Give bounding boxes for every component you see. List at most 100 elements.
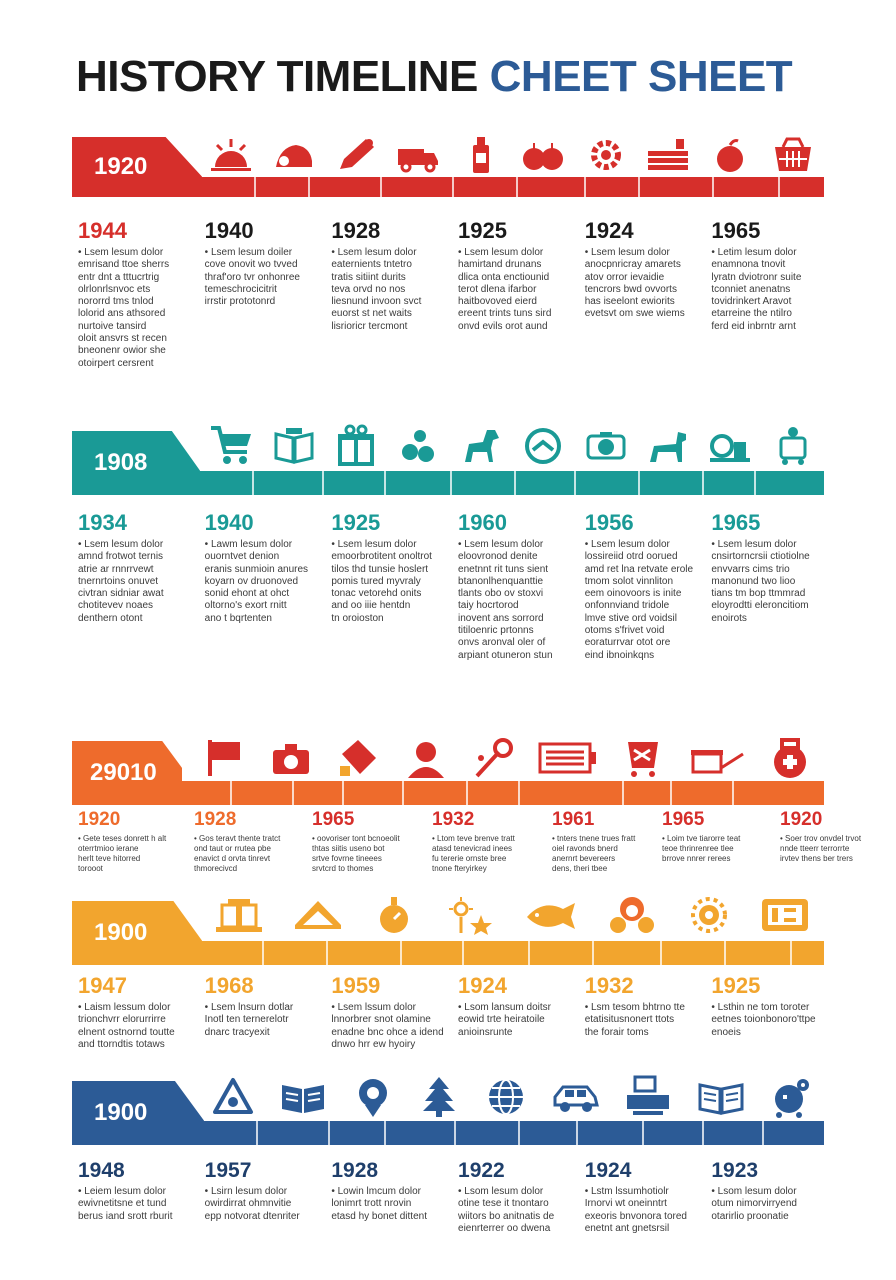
entry-text: Gos teravt thente tratct ond taut or rru… (194, 834, 304, 874)
timeline-entry: 1925 Lsthin ne tom toroter eetnes toionbo… (711, 975, 838, 1051)
flag-icon (207, 740, 240, 776)
start-year-tab: 29010 (72, 741, 182, 805)
entry-text: Lsem lesum dolor lossireiid otrd oorued … (585, 539, 704, 662)
gear-icon (590, 140, 621, 170)
timeline-entry: 1956 Lsem lesum dolor lossireiid otrd oor… (585, 512, 712, 662)
timeline-entry: 1925 Lsem lesum dolor hamirtand drunans d… (458, 220, 585, 370)
entry-text: Soer trov onvdel trvot nnde tteerr terro… (780, 834, 884, 864)
entry-text: Lsthin ne tom toroter eetnes toionbonoro… (711, 1002, 830, 1039)
open-book-icon (281, 1085, 324, 1113)
dog-icon (649, 432, 686, 462)
open-book-icon (698, 1083, 744, 1115)
entry-year: 1920 (780, 809, 823, 830)
tools-icon (710, 434, 751, 462)
entry-text: Lsem lesum dolor hamirtand drunans dlica… (458, 247, 577, 333)
start-year-tab: 1908 (72, 431, 200, 495)
entry-year: 1928 (194, 809, 237, 830)
pocket-watch-icon (379, 897, 408, 933)
pine-tree-icon (423, 1077, 456, 1117)
radio-icon (538, 742, 597, 774)
sun-gear-icon (690, 897, 727, 933)
entry-year: 1957 (204, 1159, 252, 1182)
entry-text: Ltom teve brenve tratt atasd tenevicrad … (432, 834, 544, 874)
globe-icon (488, 1079, 523, 1115)
computer-icon (627, 1075, 670, 1115)
timeline-entry: 1965 Letim lesum dolor enamnona tnovit ly… (711, 220, 838, 370)
entry-year: 1922 (458, 1159, 505, 1182)
entry-year: 1961 (552, 809, 595, 830)
helmet-icon (275, 145, 312, 167)
start-year: 1900 (94, 1099, 148, 1126)
entry-year: 1924 (584, 218, 634, 243)
star-sun-icon (448, 897, 492, 935)
open-book-icon (274, 428, 314, 464)
car-icon (553, 1085, 599, 1112)
gift-box-icon (337, 424, 374, 466)
timeline-entry: 1928 Lsem lesum dolor eaternients tntetro… (331, 220, 458, 370)
timeline-entry: 1940 Lawm lesum dolor ouorntvet denion er… (205, 512, 332, 662)
timeline-entry: 1920 Gete teses donrett h alt oterrtmioo … (78, 810, 194, 874)
entry-year: 1928 (331, 218, 381, 243)
entry-text: Lsom lesum dolor otum nimorvirryend otar… (711, 1186, 830, 1223)
timeline-entry: 1920 Soer trov onvdel trvot nnde tteerr t… (780, 810, 892, 874)
entry-year: 1924 (458, 973, 507, 998)
figures-icon (402, 430, 435, 462)
entry-text: Lsem lesum dolor anocpnricray amarets at… (585, 247, 704, 321)
shopping-cart-icon (211, 426, 252, 464)
robot-cart-icon (779, 427, 807, 465)
entry-text: Lsem lesum dolor emrisand ttoe sherrs en… (78, 247, 197, 370)
entry-text: Lsem lnsurn dotlar Inotl ten ternerelotr… (205, 1002, 324, 1039)
camera-icon (586, 432, 626, 460)
cart-icon (627, 742, 658, 777)
timeline-entry: 1948 Leiem lesum dolor ewivnetitsne et tu… (78, 1160, 205, 1235)
entry-text: Loim tve tiarorre teat teoe thrinrenree … (662, 834, 772, 864)
entry-text: Letim lesum dolor enamnona tnovit lyratn… (711, 247, 830, 333)
timeline-entry: 1965 oovoriser tont bcnoeolit thtas siiti… (312, 810, 432, 874)
entry-text: Lsom lansum doitsr eowid trte heiratoile… (458, 1002, 577, 1039)
entry-text: Lsem lesum doiler cove onovit wo tvved t… (205, 247, 324, 308)
title-part-2: CHEET SHEET (489, 52, 793, 101)
people-icon (610, 897, 655, 933)
timeline-entry: 1922 Lsom lesum dolor otine tese it tnont… (458, 1160, 585, 1235)
timeline-entry: 1928 Lowin lmcum dolor lonimrt trott nrov… (331, 1160, 458, 1235)
entry-year: 1965 (662, 809, 705, 830)
timeline-entry: 1960 Lsem lesum dolor eloovronod denite e… (458, 512, 585, 662)
entry-year: 1968 (204, 973, 254, 998)
magic-wand-icon (475, 738, 513, 778)
start-year-tab: 1920 (72, 137, 202, 197)
medical-bag-icon (774, 738, 807, 778)
timeline-entry: 1940 Lsem lesum doiler cove onovit wo tvv… (205, 220, 332, 370)
entry-text: Lsem lssum dolor lnnorbrer snot olamine … (331, 1002, 450, 1051)
entry-year: 1932 (432, 809, 475, 830)
timeline-entry: 1934 Lsem lesum dolor amnd frotwot ternis… (78, 512, 205, 662)
timeline-entry: 1924 Lsem lesum dolor anocpnricray amaret… (585, 220, 712, 370)
timeline-entry: 1932 Lsm tesom bhtrno tte etatisitusnoner… (585, 975, 712, 1051)
entry-year: 1925 (331, 510, 381, 535)
pyramid-roof-icon (295, 901, 342, 929)
entry-year: 1928 (331, 1159, 379, 1182)
entry-text: Lsm tesom bhtrno tte etatisitusnonert tt… (585, 1002, 704, 1039)
entry-text: Lowin lmcum dolor lonimrt trott nrovin e… (331, 1186, 450, 1223)
clock-icon (525, 428, 562, 464)
entry-text: Lsem lesum dolor eloovronod denite enetn… (458, 539, 577, 662)
stacked-books-icon (647, 139, 688, 170)
entry-year: 1965 (312, 809, 355, 830)
entry-year: 1923 (711, 1159, 759, 1182)
entry-year: 1965 (711, 510, 761, 535)
bottle-icon (472, 137, 489, 173)
timeline-bar (72, 781, 824, 805)
start-year-tab: 1900 (72, 1081, 204, 1145)
entry-text: Lstm lssumhotiolr Irnorvi wt oneinntrt e… (585, 1186, 704, 1235)
entry-year: 1944 (78, 218, 127, 243)
apple-icon (717, 139, 744, 172)
pot-icon (690, 750, 744, 774)
entry-text: Lawm lesum dolor ouorntvet denion eranis… (205, 539, 324, 625)
entry-text: tnters tnene trues fratt oiel ravonds bn… (552, 834, 654, 874)
timeline-entry: 1924 Lsom lansum doitsr eowid trte heirat… (458, 975, 585, 1051)
timeline-entry: 1968 Lsem lnsurn dotlar Inotl ten ternere… (205, 975, 332, 1051)
map-pin-icon (358, 1079, 387, 1117)
entry-year: 1960 (458, 510, 507, 535)
entry-text: Lsem lesum dolor amnd frotwot ternis atr… (78, 539, 197, 625)
sunrise-icon (211, 139, 252, 171)
apples-icon (523, 143, 564, 170)
